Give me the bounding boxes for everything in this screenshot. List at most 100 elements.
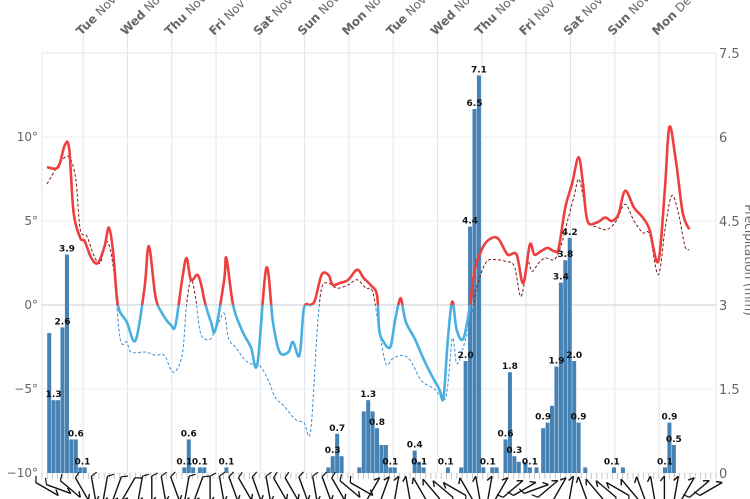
precipitation-label: 0.3 (325, 446, 341, 456)
precipitation-bar (490, 467, 495, 473)
wind-arrow (35, 475, 59, 497)
precipitation-label: 7.1 (471, 65, 487, 75)
precipitation-label: 0.8 (369, 418, 385, 428)
wind-arrow-barb (228, 471, 235, 478)
precipitation-bar (481, 467, 486, 473)
wind-arrow (151, 472, 159, 499)
wind-arrow-shaft (90, 476, 97, 499)
wind-arrow-shaft (606, 481, 630, 497)
day-label: Tue Nov (383, 0, 429, 38)
wind-arrow-barb (450, 497, 454, 499)
wind-arrow-shaft (349, 481, 374, 497)
wind-arrow-shaft (537, 480, 559, 498)
wind-arrow-shaft (577, 476, 589, 499)
day-label: Thu Nov (472, 0, 519, 38)
precipitation-bar (357, 467, 362, 473)
precipitation-bar (73, 439, 78, 473)
wind-arrow (193, 475, 210, 499)
wind-arrow (183, 473, 196, 499)
temperature-lines (46, 125, 691, 437)
wind-arrows (35, 471, 723, 499)
wind-arrow (507, 480, 537, 497)
wind-arrow-head (542, 481, 549, 486)
wind-arrow (486, 475, 493, 499)
wind-arrow-head (237, 494, 241, 499)
wind-arrow-barb (321, 471, 328, 478)
precipitation-label: 3.8 (557, 250, 573, 260)
wind-arrow-shaft (193, 476, 204, 499)
wind-arrow (251, 471, 264, 499)
wind-arrow-head (393, 475, 400, 481)
wind-arrow-barb (331, 471, 336, 479)
wind-arrow-barb (693, 491, 701, 497)
wind-arrow (680, 477, 695, 499)
precipitation-bar (69, 439, 74, 473)
wind-arrow (659, 475, 666, 499)
precipitation-bar (558, 282, 563, 473)
wind-arrow-head (178, 494, 183, 499)
precipitation-label: 0.9 (661, 413, 677, 423)
wind-arrow-barb (142, 473, 150, 477)
precipitation-label: 6.5 (467, 99, 483, 109)
wind-arrow (121, 477, 142, 499)
wind-arrow-head (344, 493, 347, 499)
day-label: Sat Nov (251, 0, 296, 38)
wind-arrow-shaft (272, 477, 288, 499)
wind-arrow-head (78, 490, 81, 498)
wind-arrow (472, 475, 481, 499)
precipitation-bar (51, 400, 56, 473)
wind-arrow-shaft (228, 476, 239, 499)
wind-arrow-barb (45, 477, 47, 485)
precipitation-label: 0.9 (571, 413, 587, 423)
wind-arrow-shaft (339, 480, 361, 498)
precipitation-bar (567, 237, 572, 473)
wind-arrow-barb (339, 473, 343, 481)
wind-arrow (673, 475, 680, 499)
left-axis-tick: −10° (7, 466, 38, 480)
wind-arrow-head (673, 475, 679, 481)
precipitation-bar (468, 226, 473, 473)
right-axis-tick: 7.5 (719, 47, 740, 62)
wind-arrow-barb (312, 471, 319, 477)
wind-arrow-shaft (265, 476, 272, 499)
precipitation-label: 0.1 (604, 457, 620, 467)
precipitation-bar (662, 467, 667, 473)
precipitation-bar (392, 467, 397, 473)
precipitation-bar (620, 467, 625, 473)
wind-arrow-head (472, 475, 477, 483)
right-axis-tick: 1.5 (719, 383, 740, 398)
precipitation-label: 1.9 (548, 357, 564, 367)
precipitation-bar (330, 456, 335, 473)
wind-arrow-barb (272, 471, 278, 479)
wind-arrow-shaft (331, 477, 346, 499)
precipitation-bar (494, 467, 499, 473)
precipitation-bar (541, 428, 546, 473)
precipitation-label: 0.1 (176, 457, 192, 467)
precipitation-bar (383, 445, 388, 473)
axes: 10° 5° 0° −5° −10° 7.5 6 4.5 3 1.5 0 Precipitation … (7, 0, 750, 482)
wind-arrow-barb (614, 497, 617, 499)
wind-arrow-shaft (688, 480, 710, 498)
wind-arrow (633, 476, 647, 499)
precipitation-label: 1.8 (502, 362, 518, 372)
wind-arrow (331, 471, 347, 499)
precipitation-label: 0.1 (411, 457, 427, 467)
wind-arrow-head (442, 482, 447, 489)
wind-arrow (284, 471, 300, 499)
wind-arrow-shaft (443, 481, 467, 497)
precipitation-label: 0.1 (522, 457, 538, 467)
wind-arrow-head (357, 490, 361, 498)
left-axis-tick: 5° (24, 214, 38, 228)
precipitation-bar (412, 450, 417, 473)
precipitation-bar (82, 467, 87, 473)
wind-arrow (366, 477, 381, 499)
wind-arrow-shaft (46, 483, 72, 495)
day-label: Sun Nov (605, 0, 652, 38)
precipitation-bar (476, 75, 481, 474)
precipitation-bar (527, 467, 532, 473)
wind-arrow-head (102, 497, 109, 499)
dewpoint-line-warm (46, 155, 690, 305)
wind-arrow (411, 477, 427, 499)
right-axis-tick: 0 (719, 467, 727, 482)
right-axis-tick: 3 (719, 299, 727, 314)
